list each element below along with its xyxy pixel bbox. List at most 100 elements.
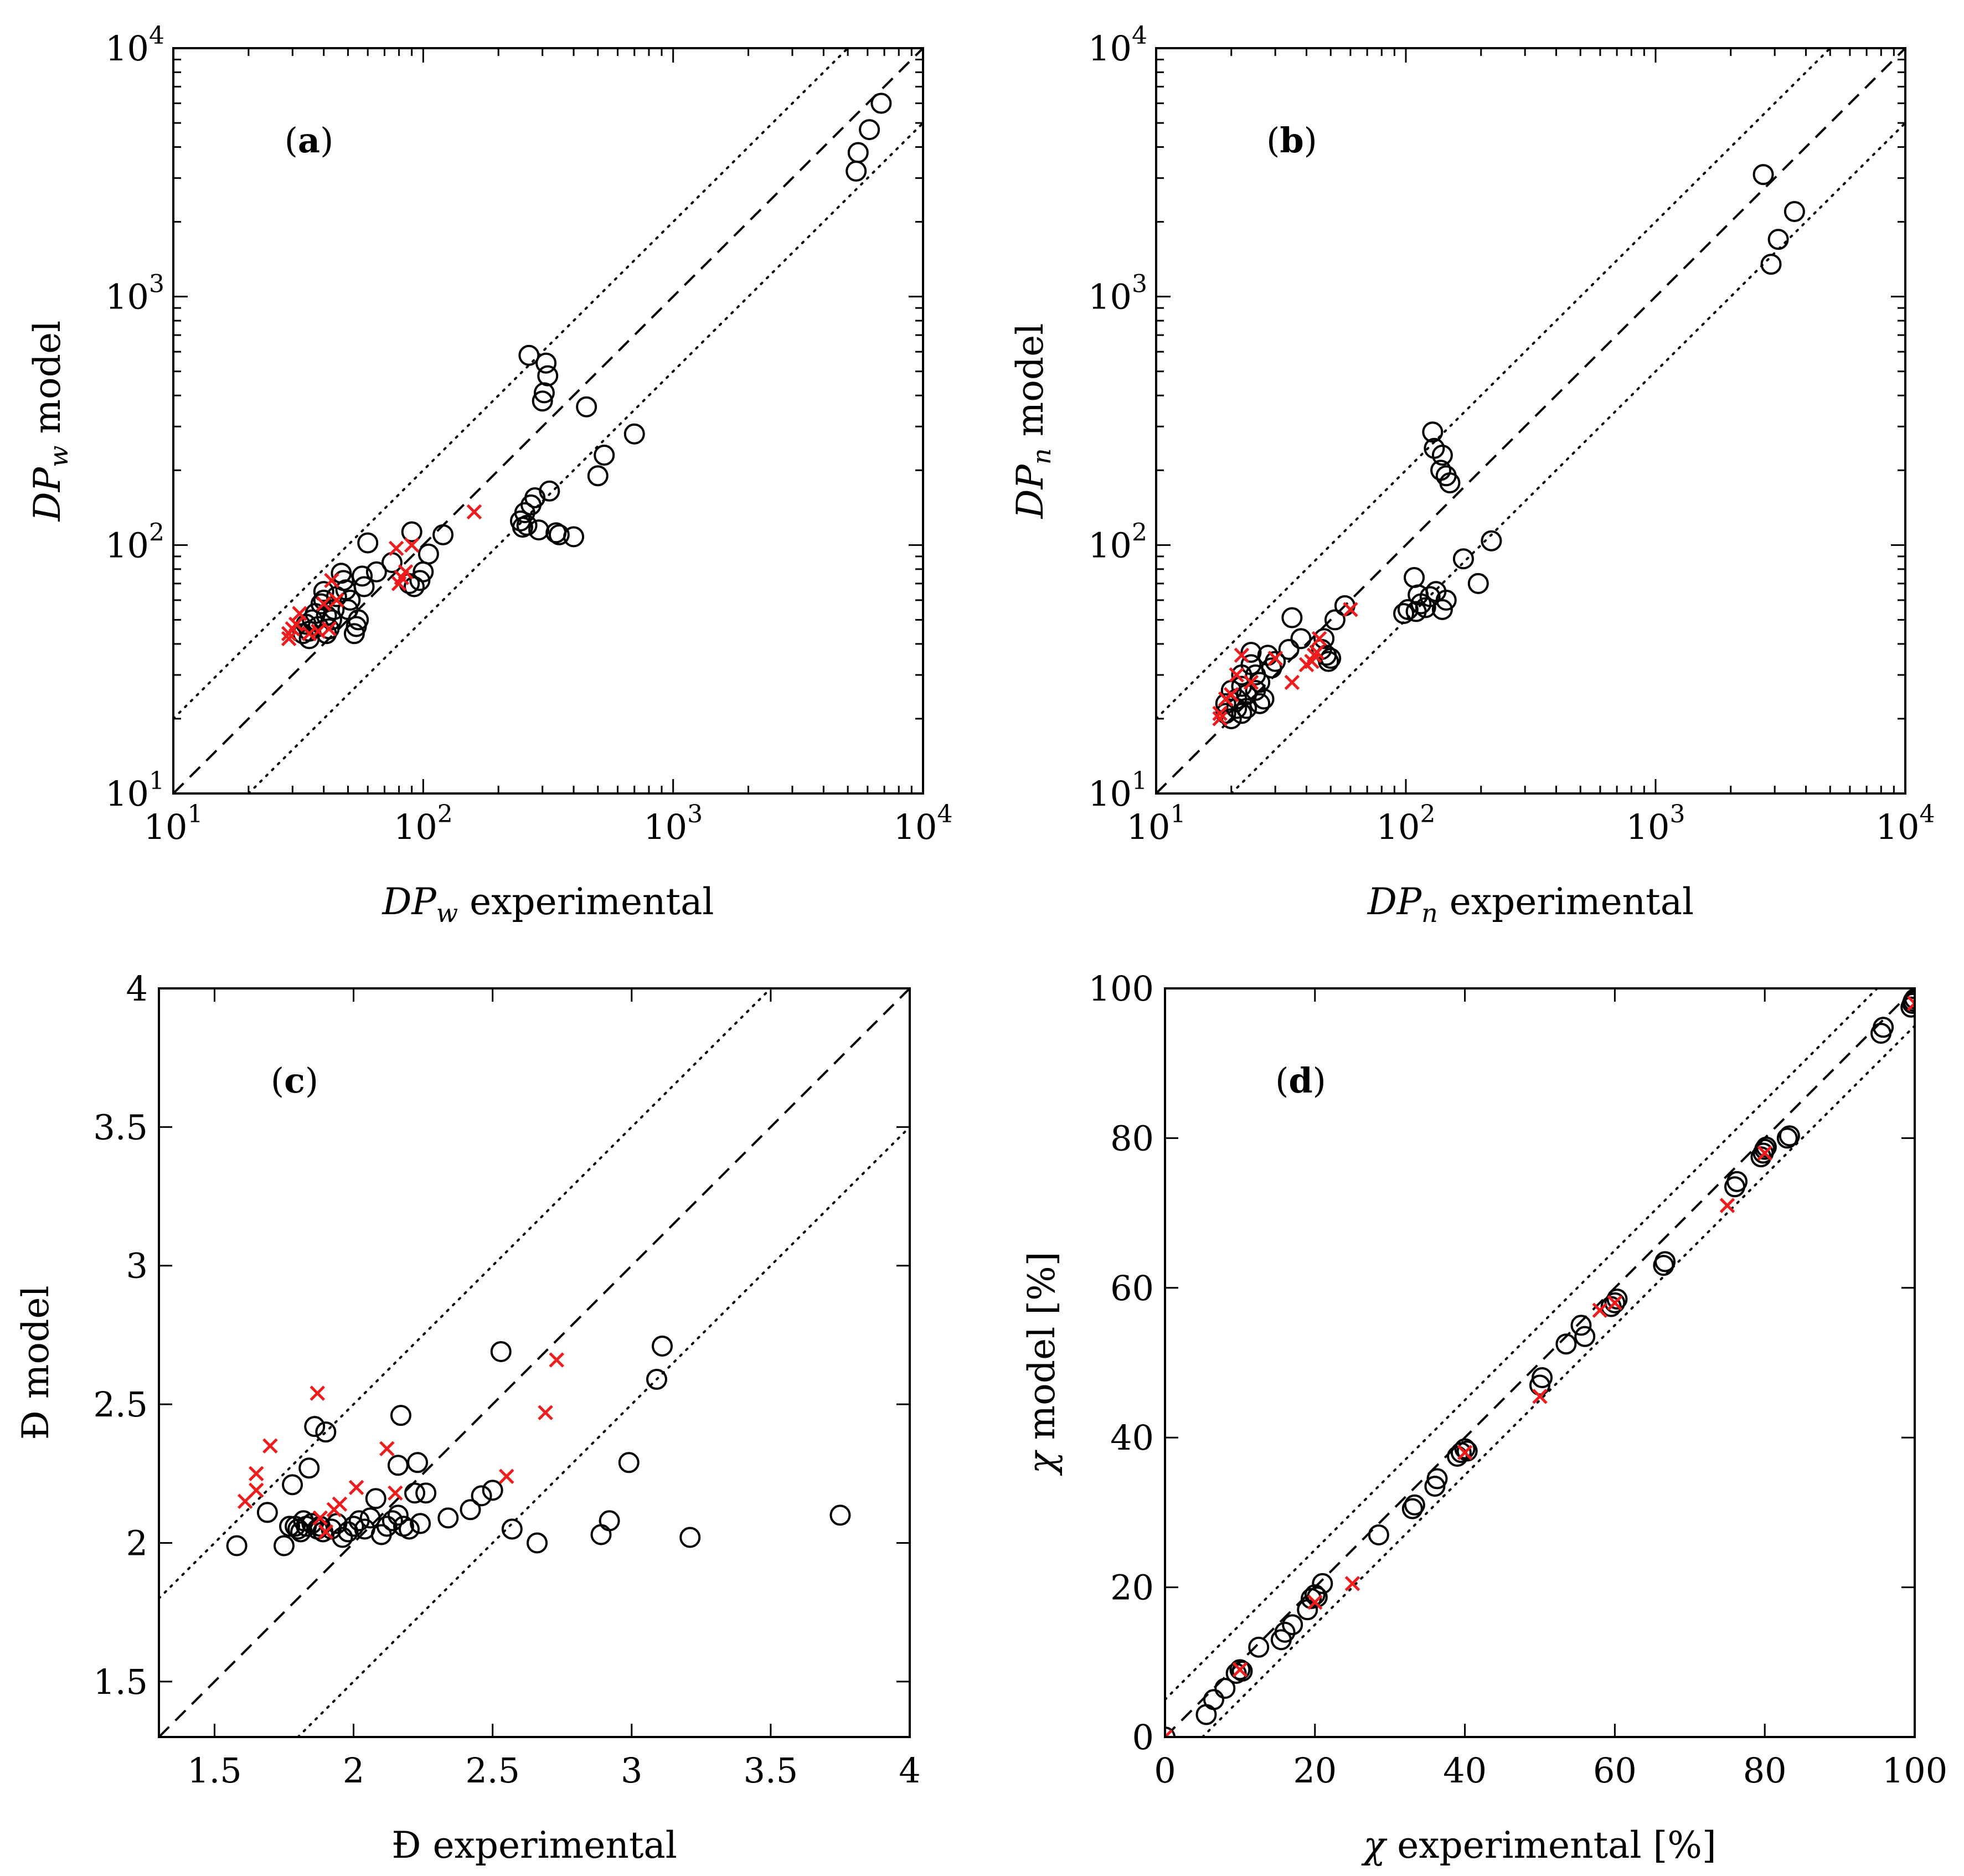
data-point-circle [1452, 548, 1474, 570]
series-circles [226, 1335, 851, 1557]
data-point-circle [1324, 609, 1346, 631]
x-tick-label: 60 [1593, 1750, 1637, 1791]
data-point-circle [846, 161, 867, 182]
data-point-cross [1532, 1389, 1548, 1404]
data-point-cross [1757, 1145, 1772, 1161]
data-point-circle [357, 532, 379, 554]
data-point-cross [538, 1405, 553, 1420]
data-point-circle [382, 1510, 403, 1532]
data-point-circle [403, 576, 425, 597]
data-point-circle [652, 1335, 673, 1357]
data-point-cross [281, 626, 297, 642]
data-point-circle [399, 1518, 420, 1540]
data-point-circle [331, 563, 352, 584]
y-axis-label: DPw model [26, 321, 74, 522]
data-point-circle [401, 521, 422, 543]
data-point-cross [1267, 651, 1283, 666]
data-point-circle [859, 119, 880, 141]
data-point-circle [343, 1516, 364, 1537]
data-point-circle [313, 581, 334, 602]
lower-bound-line [1201, 1024, 1915, 1737]
plot-area [1165, 988, 1915, 1737]
data-point-cross [316, 596, 332, 612]
y-tick-label: 60 [1110, 1268, 1154, 1308]
data-point-circle [387, 1455, 409, 1476]
data-point-circle [1431, 599, 1453, 620]
y-tick-label: 3 [126, 1246, 148, 1286]
data-point-cross [310, 1385, 326, 1401]
data-point-cross [329, 592, 344, 608]
data-point-circle [1760, 254, 1782, 275]
data-point-circle [404, 1482, 426, 1504]
y-tick-label: 101 [105, 767, 164, 814]
data-point-circle [1405, 601, 1427, 622]
data-point-circle [623, 423, 645, 445]
data-point-cross [249, 1482, 264, 1498]
data-point-circle [1430, 460, 1452, 481]
data-point-cross [1457, 1445, 1473, 1461]
data-point-cross [1307, 1594, 1323, 1610]
data-point-cross [388, 1485, 403, 1501]
data-point-circle [1435, 465, 1457, 487]
upper-bound-line [1165, 988, 1879, 1701]
data-point-cross [391, 576, 407, 591]
data-point-circle [1426, 1468, 1448, 1490]
x-tick-label: 103 [643, 800, 703, 847]
data-point-circle [1249, 693, 1271, 714]
series-circles [1215, 164, 1805, 729]
data-point-circle [417, 543, 439, 565]
lower-bound-line [1230, 122, 1905, 793]
lower-bound-line [297, 1126, 910, 1737]
data-point-cross [1284, 674, 1300, 690]
panel-c-parity-plot-dispersity: 1.5 2 2.5 3 3.5 4 1.5 2 2.5 3 3.5 4 (c) Đ experimenta… [14, 968, 921, 1867]
x-axis-label: Đ experimental [391, 1824, 677, 1867]
data-point-circle [407, 1452, 429, 1473]
data-point-circle [298, 628, 320, 650]
series-crosses [281, 504, 482, 647]
data-point-circle [282, 1474, 303, 1496]
data-point-circle [1467, 573, 1489, 594]
parity-line [173, 48, 923, 793]
data-point-cross [237, 1493, 253, 1509]
data-point-cross [379, 1441, 395, 1456]
data-point-circle [1282, 1614, 1303, 1636]
data-point-cross [1243, 674, 1259, 690]
data-point-circle [1278, 638, 1300, 660]
data-point-circle [387, 1504, 409, 1526]
data-point-cross [1607, 1295, 1623, 1311]
x-tick-label: 103 [1626, 800, 1685, 847]
x-axis-label: DPw experimental [382, 880, 714, 928]
parity-line [159, 988, 910, 1737]
data-point-circle [594, 445, 615, 466]
data-point-circle [1203, 1689, 1225, 1710]
y-tick-label: 20 [1110, 1568, 1154, 1608]
axes-frame [158, 987, 911, 1738]
x-tick-label: 3 [621, 1750, 642, 1791]
data-point-circle [410, 1513, 431, 1534]
data-point-circle [501, 1518, 523, 1540]
data-point-circle [1220, 708, 1242, 729]
data-point-cross [1165, 1729, 1173, 1737]
y-tick-label: 102 [105, 518, 164, 565]
data-point-circle [1397, 599, 1419, 620]
x-tick-label: 104 [1876, 800, 1935, 847]
plot-area [173, 48, 923, 793]
data-point-circle [1726, 1171, 1748, 1192]
data-point-circle [1231, 1661, 1253, 1682]
data-point-circle [1767, 229, 1789, 250]
data-point-cross [281, 631, 297, 647]
data-point-cross [1229, 667, 1245, 683]
data-point-circle [390, 1405, 411, 1426]
data-point-circle [1248, 1636, 1270, 1658]
data-point-circle [1368, 1524, 1389, 1545]
data-point-circle [1231, 703, 1252, 724]
x-tick-label: 100 [1882, 1750, 1947, 1791]
data-point-circle [576, 396, 597, 418]
series-circles [1165, 988, 1915, 1737]
panel-label: (c) [271, 1060, 318, 1101]
data-point-circle [1752, 164, 1774, 185]
data-point-circle [298, 1457, 320, 1479]
series-circles [292, 92, 892, 650]
